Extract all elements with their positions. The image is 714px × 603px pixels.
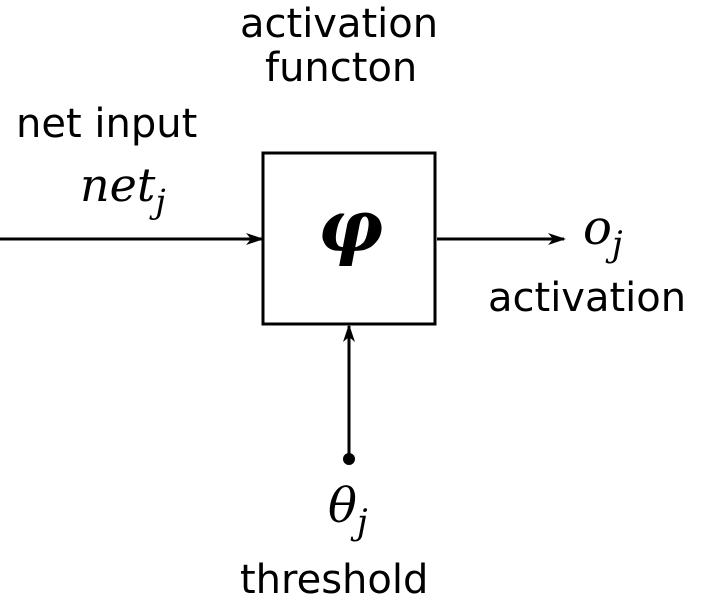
output-activation-label: activation: [488, 275, 687, 321]
net-subscript: j: [155, 181, 166, 221]
o-symbol: o: [583, 200, 612, 256]
net-input-symbol: netj: [80, 162, 166, 218]
threshold-dot: [343, 453, 355, 465]
activation-function-label-line1: activation: [240, 1, 439, 47]
theta-symbol: θ: [328, 478, 357, 534]
o-subscript: j: [611, 225, 623, 266]
activation-function-label-line2: functon: [265, 45, 418, 91]
phi-symbol: φ: [318, 183, 384, 268]
threshold-symbol: θj: [328, 482, 368, 541]
threshold-label: threshold: [240, 557, 429, 603]
theta-subscript: j: [356, 503, 368, 544]
net-input-label: net input: [16, 101, 198, 147]
output-symbol: oj: [583, 204, 623, 263]
net-symbol: net: [80, 158, 156, 212]
